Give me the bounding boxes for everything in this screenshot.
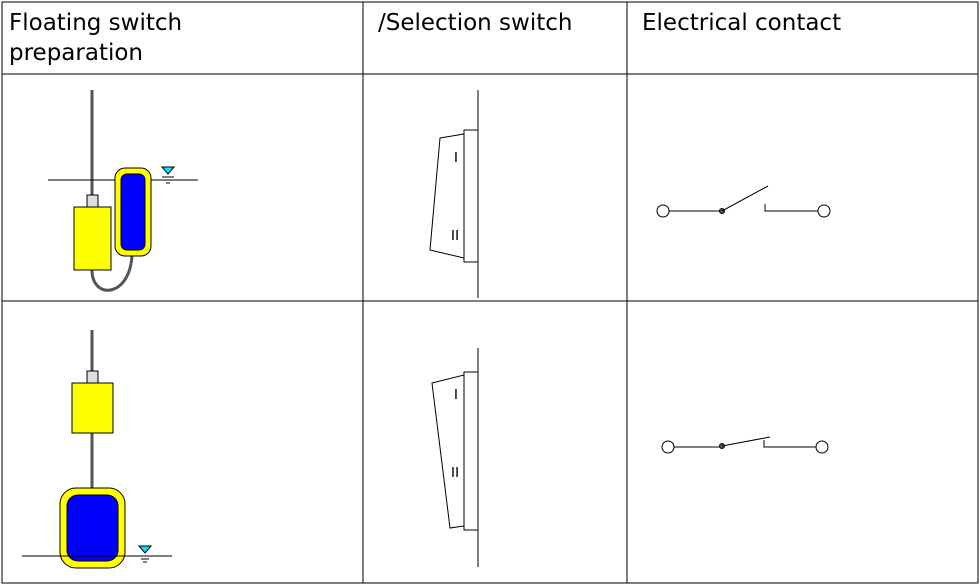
cable-gland [86,194,99,209]
switch-label: II [451,227,459,244]
weight [71,382,114,434]
rocker [431,374,465,529]
wire [763,440,816,448]
weight [73,206,112,271]
switch-label: I [454,386,458,403]
selection-switch: I II [431,348,479,567]
switch-plate [463,371,479,531]
contact-open [656,185,831,218]
float-switch-up [48,90,198,292]
switch-label: I [454,149,458,166]
terminal [817,204,831,218]
cable-gland [86,370,99,385]
header-cell: Electrical contact [642,10,842,36]
switch-label: II [451,464,459,481]
rocker [429,133,465,259]
terminal [661,440,675,454]
water-symbol [160,166,176,175]
switch-plate [463,129,479,263]
lever [721,185,769,212]
float-switch-down [22,330,172,569]
selection-switch: I II [429,90,479,298]
lever [721,436,771,447]
terminal [815,440,829,454]
contact-closed [661,436,829,454]
float-inner [120,173,146,251]
header-cell: /Selection switch [378,10,573,36]
wire [764,204,818,212]
header-cell: Floating switch preparation [9,10,183,66]
water-symbol [137,545,153,554]
cable [90,254,134,292]
float-inner [66,494,119,562]
terminal [656,204,670,218]
